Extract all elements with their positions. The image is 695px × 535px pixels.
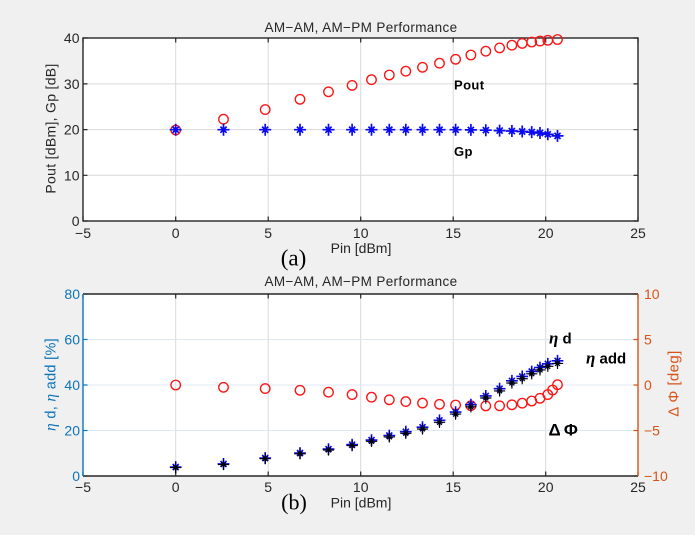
svg-text:5: 5 bbox=[264, 225, 272, 241]
svg-text:10: 10 bbox=[353, 479, 369, 495]
svg-text:Pin [dBm]: Pin [dBm] bbox=[331, 240, 392, 256]
svg-text:20: 20 bbox=[64, 423, 80, 439]
svg-text:Gp: Gp bbox=[454, 144, 473, 159]
svg-text:Pin [dBm]: Pin [dBm] bbox=[331, 495, 392, 511]
svg-text:0: 0 bbox=[72, 213, 80, 229]
svg-text:40: 40 bbox=[64, 30, 80, 46]
svg-text:0: 0 bbox=[172, 225, 180, 241]
svg-text:0: 0 bbox=[172, 479, 180, 495]
svg-text:AM−AM, AM−PM Performance: AM−AM, AM−PM Performance bbox=[265, 20, 458, 35]
svg-text:25: 25 bbox=[630, 479, 646, 495]
svg-text:Δ Φ: Δ Φ bbox=[549, 421, 578, 440]
svg-text:30: 30 bbox=[64, 76, 80, 92]
svg-text:5: 5 bbox=[644, 332, 652, 348]
svg-text:20: 20 bbox=[64, 122, 80, 138]
svg-text:15: 15 bbox=[445, 225, 461, 241]
svg-text:η d, η add [%]: η d, η add [%] bbox=[43, 338, 60, 431]
svg-text:η d: η d bbox=[549, 329, 572, 348]
svg-text:(a): (a) bbox=[281, 246, 307, 271]
svg-text:0: 0 bbox=[72, 468, 80, 484]
svg-text:Pout: Pout bbox=[454, 78, 485, 93]
svg-text:−10: −10 bbox=[644, 468, 668, 484]
svg-text:−5: −5 bbox=[75, 479, 91, 495]
svg-text:20: 20 bbox=[538, 225, 554, 241]
svg-text:Pout [dBm], Gp [dB]: Pout [dBm], Gp [dB] bbox=[43, 63, 59, 193]
svg-text:AM−AM, AM−PM Performance: AM−AM, AM−PM Performance bbox=[265, 274, 458, 289]
svg-text:10: 10 bbox=[64, 167, 80, 183]
svg-text:−5: −5 bbox=[75, 225, 91, 241]
svg-text:η add: η add bbox=[586, 349, 626, 368]
svg-text:80: 80 bbox=[64, 286, 80, 302]
svg-text:(b): (b) bbox=[281, 490, 307, 515]
svg-text:60: 60 bbox=[64, 332, 80, 348]
svg-text:10: 10 bbox=[353, 225, 369, 241]
svg-text:40: 40 bbox=[64, 377, 80, 393]
svg-text:25: 25 bbox=[630, 225, 646, 241]
svg-text:−5: −5 bbox=[644, 423, 660, 439]
svg-text:10: 10 bbox=[644, 286, 660, 302]
svg-text:0: 0 bbox=[644, 377, 652, 393]
svg-text:Δ Φ [deg]: Δ Φ [deg] bbox=[666, 350, 683, 416]
svg-text:20: 20 bbox=[538, 479, 554, 495]
svg-text:15: 15 bbox=[445, 479, 461, 495]
svg-text:5: 5 bbox=[264, 479, 272, 495]
